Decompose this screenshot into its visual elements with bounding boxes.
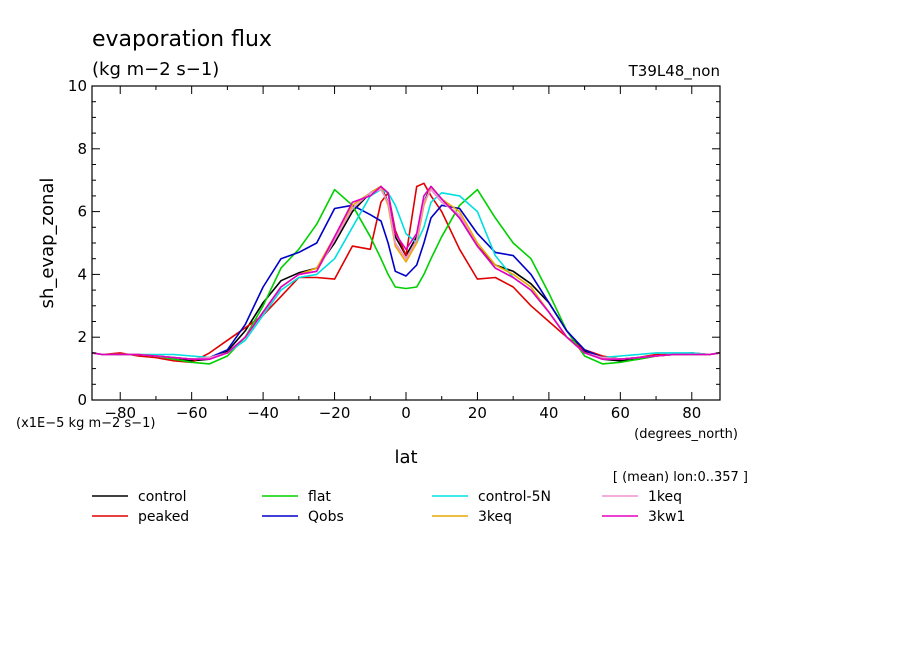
mean-note: [ (mean) lon:0..357 ] [613, 470, 748, 485]
x-tick-label: 0 [401, 404, 411, 422]
series-line-peaked [91, 182, 721, 364]
series-line-3kw1 [91, 185, 721, 361]
x-tick-label: −80 [104, 404, 136, 422]
y-tick-label: 10 [68, 77, 87, 95]
chart-units: (kg m−2 s−1) [92, 59, 219, 80]
y-tick-label: 2 [77, 328, 87, 346]
x-tick-label: 40 [539, 404, 558, 422]
tick-layer [92, 85, 720, 401]
x-tick-label: −20 [319, 404, 351, 422]
series-layer [91, 182, 721, 365]
y-tick-labels: 0 2 4 6 8 10 [68, 77, 87, 409]
legend-label: Qobs [308, 509, 344, 525]
legend-label: 1keq [648, 489, 682, 505]
y-tick-label: 8 [77, 140, 87, 158]
y-tick-label: 0 [77, 391, 87, 409]
series-line-1keq [91, 188, 721, 361]
x-tick-label: 60 [611, 404, 630, 422]
series-line-control [91, 185, 721, 362]
x-tick-labels: −80 −60 −40 −20 0 20 40 60 80 [104, 404, 701, 422]
x-units-label: (degrees_north) [634, 427, 738, 442]
legend-label: 3kw1 [648, 509, 685, 525]
x-tick-label: 20 [468, 404, 487, 422]
x-tick-label: −60 [176, 404, 208, 422]
series-line-flat [91, 188, 721, 365]
x-tick-label: 80 [682, 404, 701, 422]
series-line-qobs [91, 204, 721, 361]
y-tick-label: 4 [77, 265, 87, 283]
plot-frame [91, 85, 721, 401]
y-axis-label: sh_evap_zonal [37, 178, 58, 309]
x-axis-label: lat [394, 447, 417, 468]
scale-note: (x1E−5 kg m−2 s−1) [16, 416, 155, 431]
x-tick-label: −40 [247, 404, 279, 422]
y-tick-label: 6 [77, 203, 87, 221]
series-line-control-5n [91, 188, 721, 359]
legend-label: 3keq [478, 509, 512, 525]
legend-label: control [138, 489, 187, 505]
run-label: T39L48_non [628, 62, 720, 81]
legend-label: peaked [138, 509, 189, 525]
series-line-3keq [91, 185, 721, 361]
chart-title: evaporation flux [92, 27, 272, 52]
legend-label: flat [308, 489, 331, 505]
legend: control peaked flat Qobs control-5N 3keq 1keq 3… [92, 489, 685, 525]
legend-label: control-5N [478, 489, 551, 505]
